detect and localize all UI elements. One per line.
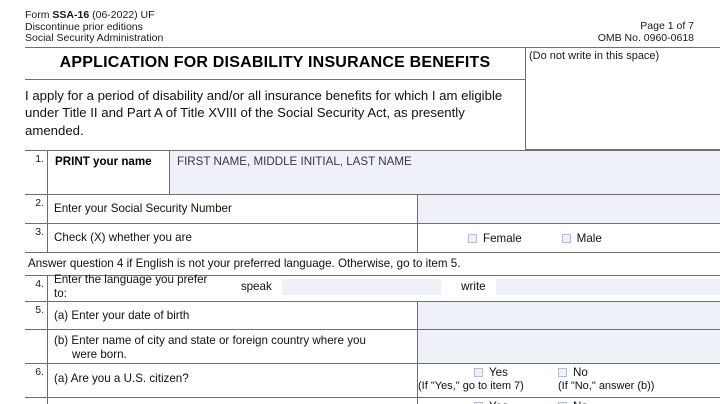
form-header-left: Form SSA-16 (06-2022) UF Discontinue pri… (25, 9, 525, 45)
citizenship-yes-line[interactable]: Yes (474, 366, 508, 379)
form-row-2: 2. Enter your Social Security Number (25, 195, 720, 224)
sex-options: Female Male (418, 224, 720, 252)
agency-name: Social Security Administration (25, 32, 164, 45)
form-number-line: Form SSA-16 (06-2022) UF (25, 9, 525, 22)
citizenship-b-options: Yes No (418, 398, 720, 404)
form-row-1: 1. PRINT your name FIRST NAME, MIDDLE IN… (25, 151, 720, 195)
citizenship-b-option-no[interactable]: No (558, 400, 588, 404)
checkbox-icon[interactable] (558, 402, 567, 404)
form-row-5a: 5. (a) Enter your date of birth (25, 302, 720, 330)
sex-option-male-label: Male (576, 231, 602, 245)
citizenship-option-yes[interactable]: Yes (474, 366, 508, 379)
form-row-4: 4. Enter the language you prefer to: spe… (25, 272, 720, 302)
checkbox-icon[interactable] (468, 233, 477, 243)
checkbox-icon[interactable] (474, 402, 483, 404)
form-number: SSA-16 (52, 9, 90, 21)
language-instruction: Answer question 4 if English is not your… (25, 253, 720, 276)
citizenship-b-no-line[interactable]: No (558, 400, 588, 404)
form-table: 1. PRINT your name FIRST NAME, MIDDLE IN… (25, 150, 720, 404)
birthplace-question-label: (b) Enter name of city and state or fore… (48, 330, 418, 363)
form-row-6a: 6. (a) Are you a U.S. citizen? Yes No (I… (25, 364, 720, 398)
header-divider (25, 47, 525, 48)
ssn-question-label: Enter your Social Security Number (48, 195, 418, 223)
language-write-label: write (461, 279, 486, 293)
citizenship-b-question-label (48, 398, 418, 404)
item-number-3: 3. (25, 224, 48, 252)
dob-input[interactable] (418, 302, 720, 329)
title-divider (25, 79, 525, 80)
form-row-5b: (b) Enter name of city and state or fore… (25, 330, 720, 364)
form-label: Form (25, 9, 53, 21)
checkbox-icon[interactable] (558, 368, 567, 377)
dob-question-label: (a) Enter your date of birth (48, 302, 418, 329)
citizenship-yes-hint: (If "Yes," go to item 7) (418, 380, 524, 392)
citizenship-options: Yes No (If "Yes," go to item 7) (If "No,… (418, 364, 720, 397)
citizenship-b-no-label: No (573, 400, 588, 404)
sex-option-female[interactable]: Female (468, 232, 522, 245)
checkbox-icon[interactable] (474, 368, 483, 377)
checkbox-icon[interactable] (561, 233, 571, 243)
form-row-3: 3. Check (X) whether you are Female Male (25, 224, 720, 253)
citizenship-yes-label: Yes (489, 366, 508, 379)
form-edition: (06-2022) UF (89, 9, 155, 21)
citizenship-no-hint: (If "No," answer (b)) (558, 380, 655, 392)
do-not-write-label: (Do not write in this space) (529, 50, 660, 62)
item-number-1: 1. (25, 151, 48, 194)
citizenship-option-no[interactable]: No (558, 366, 588, 379)
page-number: Page 1 of 7 (640, 20, 694, 32)
citizenship-no-line[interactable]: No (558, 366, 588, 379)
item-number-spacer (25, 398, 48, 404)
item-number-4: 4. (25, 276, 48, 301)
sex-question-label: Check (X) whether you are (48, 224, 418, 252)
discontinue-notice: Discontinue prior editions (25, 20, 143, 33)
omb-number: OMB No. 0960-0618 (597, 32, 694, 45)
item-number-6: 6. (25, 364, 48, 397)
language-question-label: Enter the language you prefer to: (54, 272, 208, 300)
language-speak-label: speak (240, 279, 272, 293)
intro-paragraph: I apply for a period of disability and/o… (25, 88, 503, 138)
item-number-2: 2. (25, 195, 48, 223)
citizenship-b-option-yes[interactable]: Yes (474, 400, 508, 404)
item-number-5: 5. (25, 302, 48, 329)
citizenship-b-yes-label: Yes (489, 400, 508, 404)
page-title: APPLICATION FOR DISABILITY INSURANCE BEN… (59, 54, 491, 71)
do-not-write-box (525, 47, 720, 150)
citizenship-b-yes-line[interactable]: Yes (474, 400, 508, 404)
print-your-name-label: PRINT your name (48, 151, 170, 194)
name-input[interactable]: FIRST NAME, MIDDLE INITIAL, LAST NAME (170, 151, 720, 194)
birthplace-input[interactable] (418, 330, 720, 363)
birthplace-question-line2: were born. (72, 348, 127, 361)
citizenship-question-label: (a) Are you a U.S. citizen? (48, 364, 418, 397)
form-header-right: Page 1 of 7 OMB No. 0960-0618 (394, 20, 694, 45)
language-question: Enter the language you prefer to: speak … (48, 272, 720, 301)
language-speak-input[interactable] (281, 278, 442, 295)
citizenship-no-label: No (573, 366, 588, 379)
sex-option-male[interactable]: Male (561, 231, 602, 245)
language-write-input[interactable] (495, 278, 720, 295)
sex-option-female-label: Female (483, 231, 522, 245)
ssn-input[interactable] (418, 195, 720, 223)
birthplace-question-line1: (b) Enter name of city and state or fore… (54, 334, 366, 347)
form-row-6b: Yes No (25, 398, 720, 404)
item-number-spacer (25, 330, 48, 363)
